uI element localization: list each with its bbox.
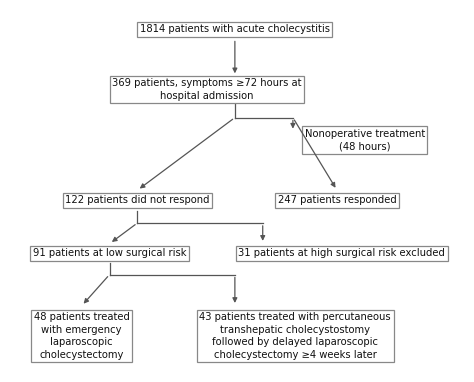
Text: Nonoperative treatment
(48 hours): Nonoperative treatment (48 hours) xyxy=(305,129,425,151)
Text: 1814 patients with acute cholecystitis: 1814 patients with acute cholecystitis xyxy=(140,24,330,34)
Text: 43 patients treated with percutaneous
transhepatic cholecystostomy
followed by d: 43 patients treated with percutaneous tr… xyxy=(200,312,391,359)
Text: 31 patients at high surgical risk excluded: 31 patients at high surgical risk exclud… xyxy=(238,248,445,258)
Text: 122 patients did not respond: 122 patients did not respond xyxy=(65,196,210,206)
Text: 247 patients responded: 247 patients responded xyxy=(278,196,396,206)
Text: 369 patients, symptoms ≥72 hours at
hospital admission: 369 patients, symptoms ≥72 hours at hosp… xyxy=(112,78,302,100)
Text: 91 patients at low surgical risk: 91 patients at low surgical risk xyxy=(33,248,186,258)
Text: 48 patients treated
with emergency
laparoscopic
cholecystectomy: 48 patients treated with emergency lapar… xyxy=(34,312,129,359)
